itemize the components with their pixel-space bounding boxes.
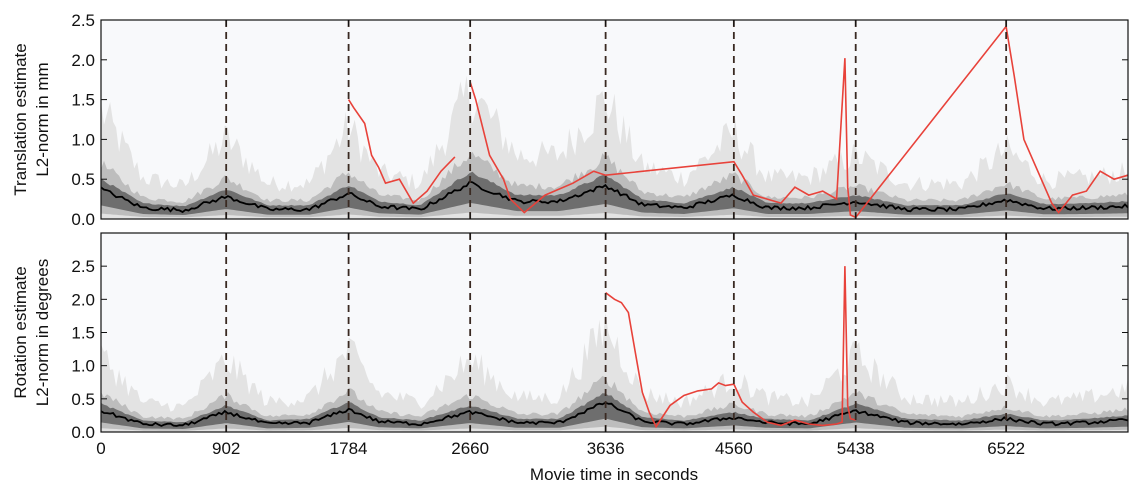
y-tick-label: 0.5 [71, 390, 95, 409]
x-tick-label: 4560 [715, 439, 753, 458]
x-axis-label: Movie time in seconds [530, 465, 698, 484]
translation-panel: 0.0 0.5 1.0 1.5 2.0 2.5 Translation estimate L2… [11, 11, 1129, 229]
inner-band [101, 393, 1128, 429]
y-tick-label: 1.5 [71, 324, 95, 343]
plot-frame [100, 19, 1129, 220]
highlight-line [469, 24, 1129, 219]
y-axis-label: Rotation estimate L2-norm in degrees [11, 259, 52, 406]
median-line [100, 401, 1129, 427]
y-tick-label: 0.0 [71, 210, 95, 229]
x-tick-label: 5438 [837, 439, 875, 458]
x-tick-label: 0 [96, 439, 105, 458]
median-line [100, 180, 1129, 214]
rotation-panel: 0.0 0.5 1.0 1.5 2.0 2.5 0 902 1784 2660 3636 4560 54… [11, 232, 1129, 458]
x-tick-label: 2660 [451, 439, 489, 458]
x-tick-label: 1784 [330, 439, 368, 458]
y-axis-label-line: L2-norm in degrees [33, 259, 52, 406]
y-tick-label: 1.0 [71, 130, 95, 149]
highlight-line [605, 266, 856, 429]
x-tick-label: 3636 [587, 439, 625, 458]
x-tick-label: 6522 [987, 439, 1025, 458]
y-tick-label: 1.0 [71, 357, 95, 376]
y-tick-label: 2.5 [71, 11, 95, 30]
y-tick-label: 1.5 [71, 91, 95, 110]
y-axis-label-line: Translation estimate [11, 43, 30, 195]
y-tick-label: 0.0 [71, 423, 95, 442]
y-axis-label-line: Rotation estimate [11, 266, 30, 398]
y-tick-label: 2.0 [71, 290, 95, 309]
y-tick-label: 0.5 [71, 170, 95, 189]
y-axis-label-line: L2-norm in mm [33, 62, 52, 176]
x-tick-label: 902 [212, 439, 240, 458]
y-tick-label: 2.5 [71, 257, 95, 276]
y-tick-label: 2.0 [71, 51, 95, 70]
y-axis-label: Translation estimate L2-norm in mm [11, 43, 52, 195]
highlight-line [347, 99, 456, 205]
